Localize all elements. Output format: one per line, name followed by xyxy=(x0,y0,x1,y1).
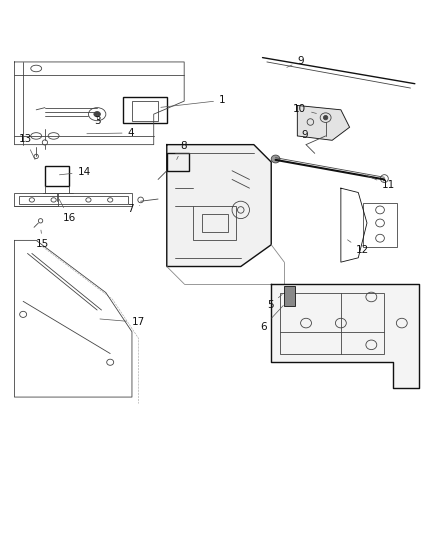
Text: 1: 1 xyxy=(161,95,226,107)
Polygon shape xyxy=(297,106,350,140)
Text: 15: 15 xyxy=(36,230,49,249)
Text: 16: 16 xyxy=(59,199,76,223)
Text: 13: 13 xyxy=(19,134,35,159)
Bar xyxy=(19,196,127,204)
Bar xyxy=(193,206,237,240)
Text: 6: 6 xyxy=(260,305,283,332)
Polygon shape xyxy=(271,284,419,389)
Polygon shape xyxy=(167,144,271,266)
Bar xyxy=(14,193,132,206)
Text: 7: 7 xyxy=(127,204,140,214)
Text: 12: 12 xyxy=(347,240,369,255)
Bar xyxy=(363,204,397,247)
Ellipse shape xyxy=(323,116,328,120)
Bar xyxy=(45,166,69,186)
Text: 9: 9 xyxy=(287,56,304,67)
Text: 17: 17 xyxy=(100,317,145,327)
Text: 9: 9 xyxy=(302,130,308,140)
Ellipse shape xyxy=(271,155,280,163)
Bar xyxy=(284,286,295,305)
Bar xyxy=(132,101,158,120)
Text: 3: 3 xyxy=(94,116,100,126)
Bar xyxy=(201,214,228,232)
Text: 4: 4 xyxy=(87,128,134,138)
Text: 5: 5 xyxy=(267,294,282,310)
Bar xyxy=(280,293,385,353)
Bar xyxy=(123,97,167,123)
Ellipse shape xyxy=(94,111,100,117)
Text: 8: 8 xyxy=(177,141,187,159)
Text: 11: 11 xyxy=(365,175,396,190)
Text: 10: 10 xyxy=(293,104,316,114)
Bar xyxy=(167,154,188,171)
Text: 14: 14 xyxy=(60,167,91,177)
